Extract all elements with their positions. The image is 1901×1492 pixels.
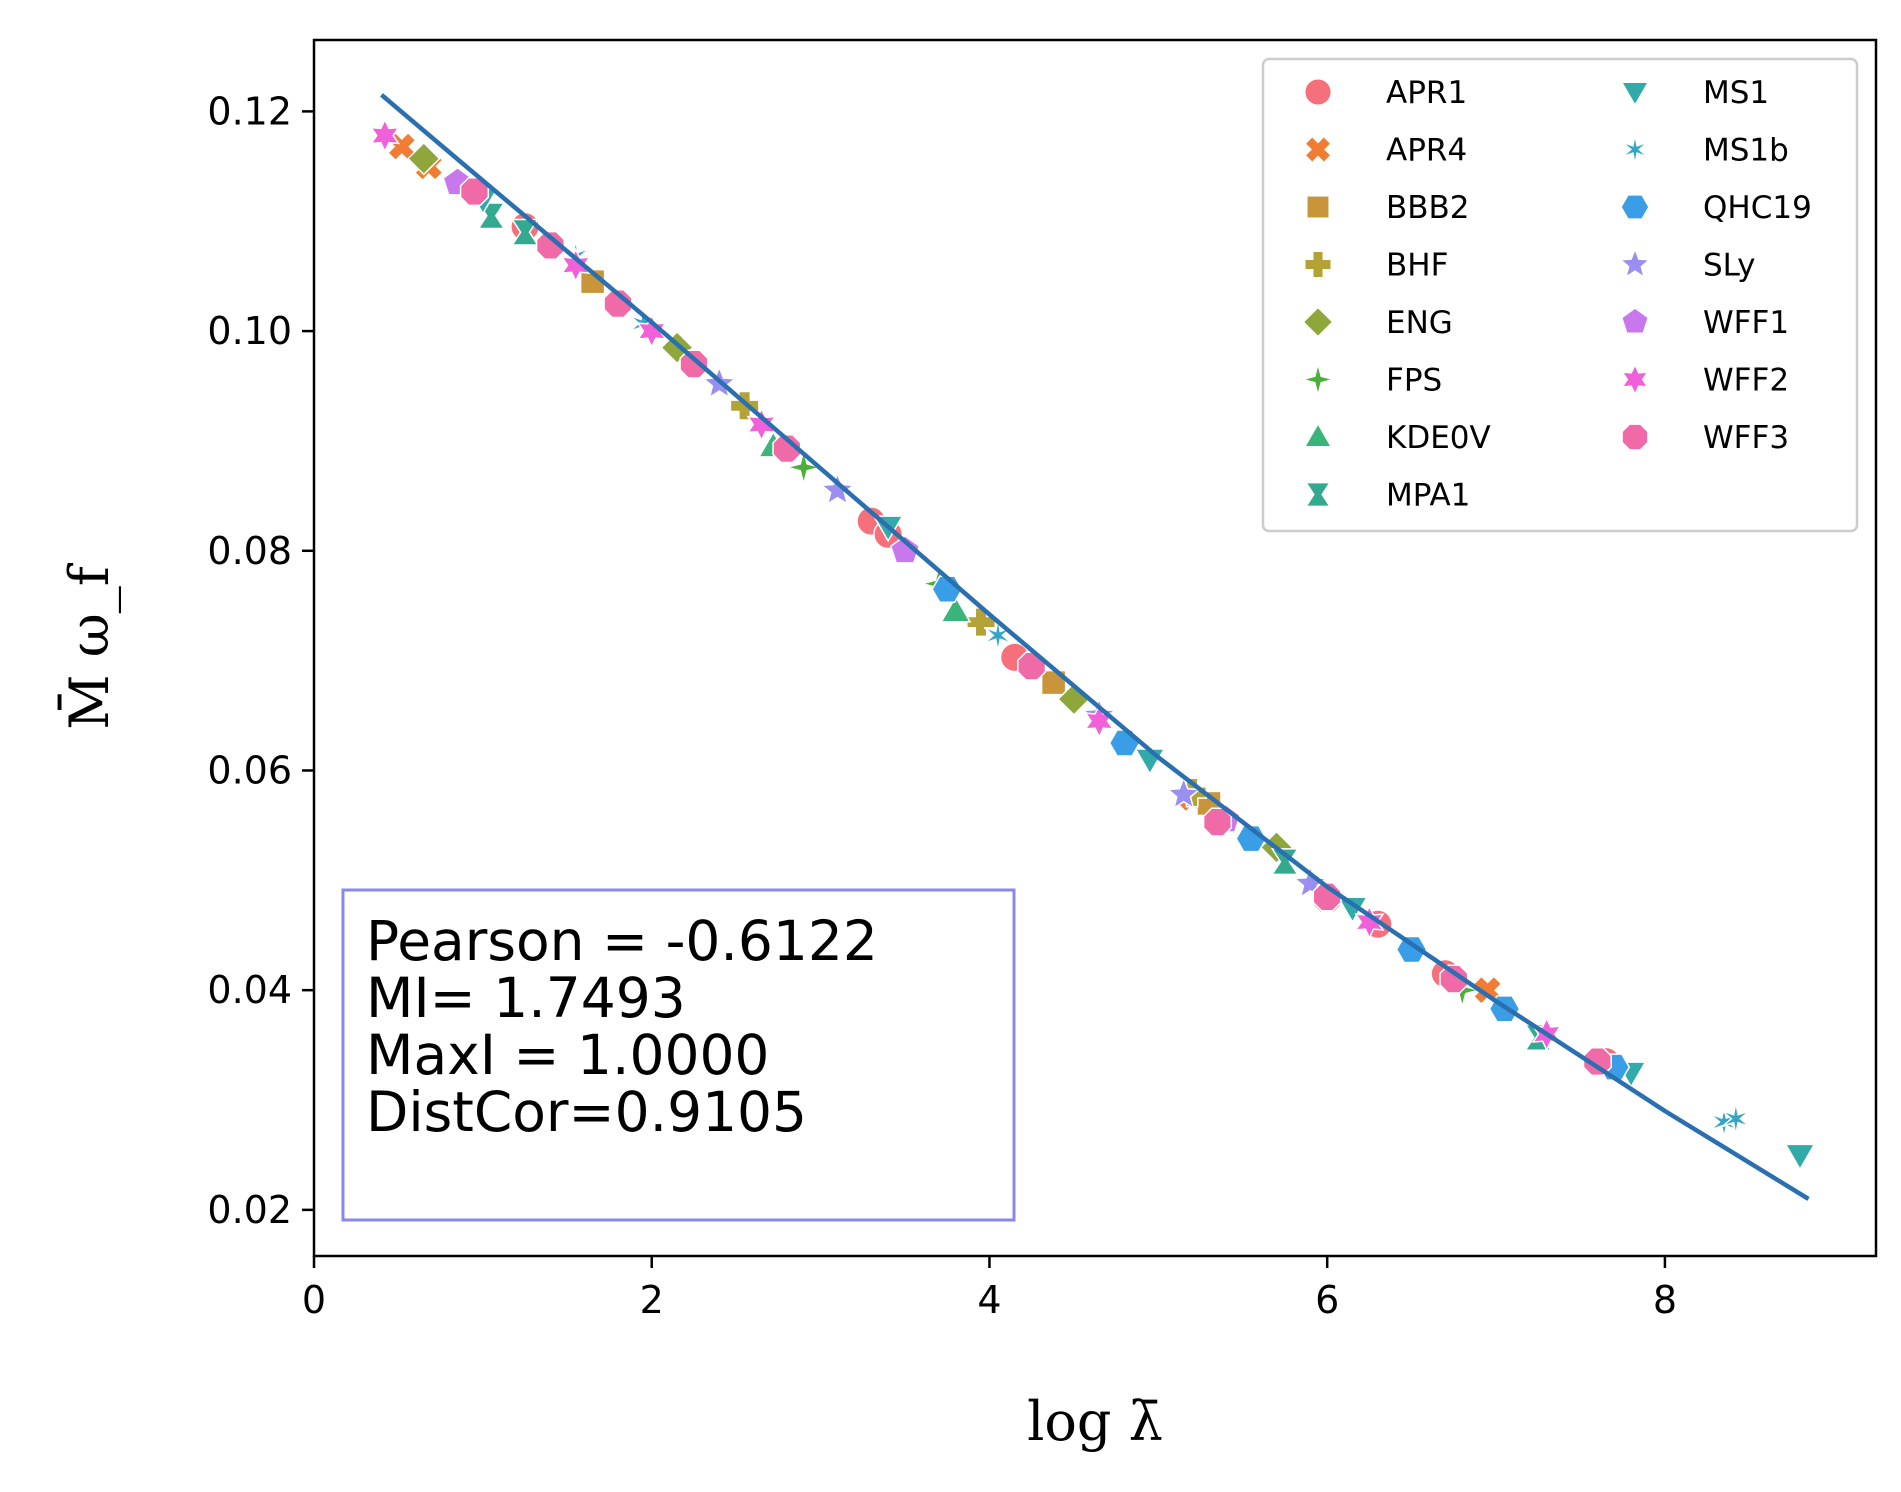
legend-marker-kde0v bbox=[1303, 422, 1333, 448]
point-fps-0 bbox=[784, 447, 824, 487]
axes: 0 2 4 6 8 0.02 0.04 0.06 0.08 0.10 0.12 log λ̄ M̄ ω_… bbox=[57, 89, 1677, 1453]
fit-line-layer bbox=[380, 93, 1810, 1201]
point-wff3-1 bbox=[535, 230, 566, 261]
legend-marker-wff2 bbox=[1620, 363, 1650, 396]
legend-label-bhf: BHF bbox=[1386, 248, 1448, 284]
plot-frame bbox=[312, 38, 1878, 1258]
point-wff3-2 bbox=[603, 289, 633, 319]
legend-label-eng: ENG bbox=[1386, 305, 1453, 341]
point-ms1b-2 bbox=[983, 619, 1012, 652]
x-tick-label-3: 6 bbox=[1315, 1278, 1339, 1322]
legend-label-apr1: APR1 bbox=[1386, 75, 1467, 111]
point-sly-1 bbox=[819, 471, 856, 506]
point-wff2-4 bbox=[1084, 703, 1115, 739]
legend-marker-apr4 bbox=[1303, 135, 1333, 164]
stats-line-1: MI= 1.7493 bbox=[366, 966, 686, 1030]
x-tick-label-4: 8 bbox=[1653, 1278, 1677, 1322]
point-sly-4 bbox=[1292, 865, 1328, 899]
point-mpa1-2 bbox=[1270, 848, 1300, 876]
y-axis-label: M̄ ω_f bbox=[57, 562, 121, 729]
y-tick-label-1: 0.04 bbox=[207, 968, 292, 1012]
point-wff2-5 bbox=[1354, 904, 1385, 940]
x-tick-label-1: 2 bbox=[640, 1278, 664, 1322]
point-kde0v-1 bbox=[940, 595, 972, 623]
point-wff2-0 bbox=[369, 118, 401, 154]
point-qhc19-1 bbox=[1108, 729, 1141, 757]
legend-label-qhc19: QHC19 bbox=[1703, 190, 1812, 226]
legend-marker-bbb2 bbox=[1306, 195, 1330, 219]
point-qhc19-3 bbox=[1395, 935, 1428, 964]
point-eng-0 bbox=[406, 141, 441, 176]
point-wff3-4 bbox=[772, 434, 802, 464]
legend-label-wff2: WFF2 bbox=[1703, 363, 1789, 399]
legend-label-ms1: MS1 bbox=[1703, 75, 1769, 111]
legend-marker-eng bbox=[1302, 306, 1334, 338]
point-ms1-5 bbox=[1784, 1143, 1816, 1171]
point-sly-3 bbox=[1166, 776, 1202, 810]
legend-marker-mpa1 bbox=[1304, 481, 1332, 508]
point-wff3-8 bbox=[1439, 964, 1469, 994]
point-wff2-3 bbox=[746, 406, 777, 442]
legend-marker-fps bbox=[1299, 361, 1337, 398]
legend-label-ms1b: MS1b bbox=[1703, 133, 1789, 169]
legend-marker-qhc19 bbox=[1620, 194, 1650, 220]
y-tick-label-2: 0.06 bbox=[207, 748, 292, 792]
stats-line-3: DistCor=0.9105 bbox=[366, 1080, 807, 1144]
legend-label-mpa1: MPA1 bbox=[1386, 478, 1470, 514]
stats-box-border bbox=[341, 888, 1016, 1222]
legend-label-wff1: WFF1 bbox=[1703, 305, 1789, 341]
legend-label-apr4: APR4 bbox=[1386, 133, 1467, 169]
legend: APR1 APR4 BBB2 BHF ENG FPS KDE0V MPA1 MS1 MS1b QHC… bbox=[1261, 57, 1859, 533]
legend-marker-ms1b bbox=[1621, 134, 1649, 165]
legend-marker-apr1 bbox=[1303, 77, 1333, 107]
point-wff3-3 bbox=[679, 349, 709, 379]
legend-marker-bhf bbox=[1303, 250, 1333, 279]
point-wff1-1 bbox=[889, 534, 921, 564]
y-tick-label-3: 0.08 bbox=[207, 529, 292, 573]
legend-label-fps: FPS bbox=[1386, 363, 1442, 399]
point-wff2-2 bbox=[636, 313, 667, 349]
legend-label-wff3: WFF3 bbox=[1703, 420, 1789, 456]
point-wff2-1 bbox=[560, 247, 591, 283]
point-ms1b-4 bbox=[1721, 1102, 1750, 1135]
x-tick-label-0: 0 bbox=[302, 1278, 326, 1322]
y-tick-label-5: 0.12 bbox=[207, 89, 292, 133]
legend-label-bbb2: BBB2 bbox=[1386, 190, 1470, 226]
legend-marker-wff1 bbox=[1620, 307, 1650, 335]
x-tick-label-2: 4 bbox=[977, 1278, 1001, 1322]
legend-marker-wff3 bbox=[1621, 423, 1649, 451]
point-apr4-4 bbox=[1472, 975, 1503, 1006]
legend-marker-sly bbox=[1618, 247, 1652, 279]
legend-box bbox=[1261, 57, 1859, 533]
stats-line-2: MaxI = 1.0000 bbox=[366, 1023, 769, 1087]
x-axis-label: log λ̄ bbox=[1027, 1390, 1163, 1453]
fit-line bbox=[380, 93, 1810, 1201]
y-tick-label-0: 0.02 bbox=[207, 1188, 292, 1232]
y-tick-label-4: 0.10 bbox=[207, 309, 292, 353]
legend-label-kde0v: KDE0V bbox=[1386, 420, 1491, 456]
legend-marker-ms1 bbox=[1620, 81, 1650, 107]
stats-line-0: Pearson = -0.6122 bbox=[366, 909, 878, 973]
legend-label-sly: SLy bbox=[1703, 248, 1755, 284]
